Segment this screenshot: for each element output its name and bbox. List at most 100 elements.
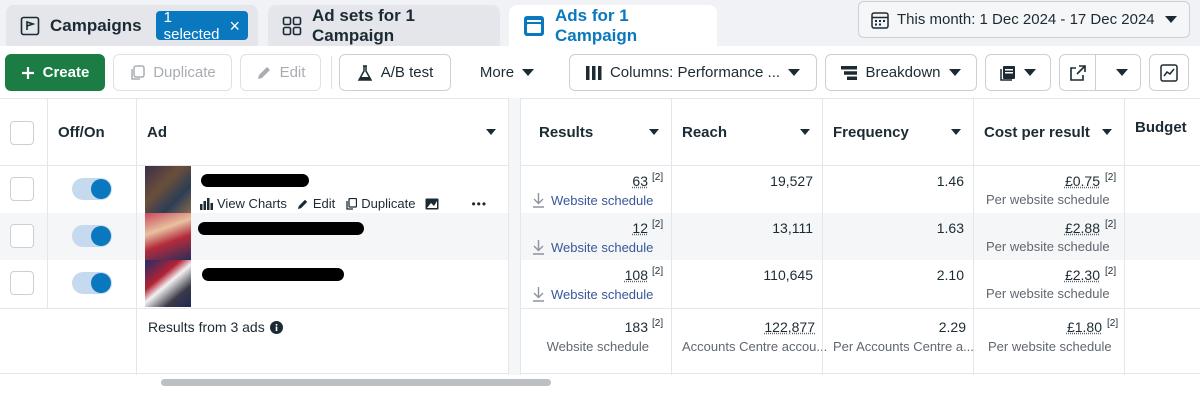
columns-dropdown[interactable]: Columns: Performance ... bbox=[569, 54, 817, 91]
date-range-picker[interactable]: This month: 1 Dec 2024 - 17 Dec 2024 bbox=[858, 1, 1190, 38]
header-budget-label: Budget bbox=[1135, 119, 1187, 136]
results-value[interactable]: 108 bbox=[624, 267, 648, 283]
summary-cost-footnote: [2] bbox=[1107, 318, 1119, 329]
row-duplicate-link[interactable]: Duplicate bbox=[345, 196, 415, 211]
ad-toggle[interactable] bbox=[72, 225, 112, 247]
select-all-checkbox[interactable] bbox=[10, 121, 34, 145]
results-footnote: [2] bbox=[652, 219, 664, 230]
ad-sets-grid-icon bbox=[282, 16, 302, 35]
results-type-label: Website schedule bbox=[551, 192, 654, 208]
chevron-down-icon bbox=[788, 68, 801, 76]
selected-count: 1 selected bbox=[163, 8, 220, 43]
cost-value[interactable]: £2.30 bbox=[1064, 267, 1100, 283]
preview-image-icon[interactable] bbox=[425, 198, 439, 210]
level-tabs: Campaigns 1 selected × Ad sets for 1 Cam… bbox=[0, 0, 1200, 46]
results-footnote: [2] bbox=[652, 266, 664, 277]
row-duplicate-label: Duplicate bbox=[361, 196, 416, 211]
ad-thumbnail[interactable] bbox=[145, 213, 191, 260]
info-icon[interactable] bbox=[269, 320, 283, 334]
column-divider bbox=[47, 98, 48, 308]
results-type-link[interactable]: Website schedule bbox=[532, 239, 653, 255]
header-budget[interactable]: Budget bbox=[1125, 99, 1200, 166]
pencil-icon bbox=[257, 66, 270, 79]
export-icon bbox=[1069, 64, 1086, 81]
header-ad[interactable]: Ad bbox=[137, 99, 508, 166]
row-checkbox[interactable] bbox=[10, 177, 34, 201]
row-checkbox[interactable] bbox=[10, 224, 34, 248]
summary-cost-value[interactable]: £1.80 bbox=[1066, 319, 1102, 335]
row-edit-label: Edit bbox=[312, 196, 336, 211]
tab-ads[interactable]: Ads for 1 Campaign bbox=[509, 5, 717, 46]
results-value[interactable]: 63 bbox=[632, 173, 648, 189]
date-range-label: This month: 1 Dec 2024 - 17 Dec 2024 bbox=[897, 11, 1155, 28]
selected-badge: 1 selected × bbox=[155, 8, 249, 43]
row-actions: View Charts Edit Duplicate ••• bbox=[200, 196, 487, 211]
export-button[interactable] bbox=[1060, 55, 1097, 90]
chevron-down-icon bbox=[522, 68, 535, 76]
horizontal-scrollbar[interactable] bbox=[161, 379, 551, 386]
edit-button[interactable]: Edit bbox=[240, 54, 321, 91]
clear-selection-icon[interactable]: × bbox=[229, 15, 241, 36]
cost-value[interactable]: £0.75 bbox=[1064, 173, 1100, 189]
results-value[interactable]: 12 bbox=[632, 220, 648, 236]
summary-cost-unit: Per website schedule bbox=[988, 339, 1112, 354]
create-button[interactable]: Create bbox=[5, 54, 105, 91]
more-options-icon[interactable]: ••• bbox=[471, 196, 488, 211]
pencil-icon bbox=[297, 199, 308, 209]
tab-ads-label: Ads for 1 Campaign bbox=[555, 5, 638, 45]
duplicate-icon bbox=[131, 64, 145, 80]
results-type-link[interactable]: Website schedule bbox=[532, 192, 653, 208]
table-row[interactable]: 12 [2] Website schedule 13,111 1.63 £2.8… bbox=[0, 213, 1200, 260]
reach-value: 19,527 bbox=[770, 173, 813, 189]
breakdown-dropdown[interactable]: Breakdown bbox=[825, 54, 977, 91]
row-edit-link[interactable]: Edit bbox=[297, 196, 335, 211]
column-divider bbox=[1124, 98, 1125, 375]
tab-ad-sets[interactable]: Ad sets for 1 Campaign bbox=[268, 5, 500, 46]
duplicate-button[interactable]: Duplicate bbox=[113, 54, 232, 91]
chevron-down-icon bbox=[1116, 68, 1129, 76]
summary-frequency-value: 2.29 bbox=[938, 319, 966, 335]
frequency-value: 1.46 bbox=[936, 173, 964, 189]
table-row[interactable]: View Charts Edit Duplicate ••• 63 [2] We… bbox=[0, 166, 1200, 213]
cost-footnote: [2] bbox=[1105, 219, 1117, 230]
header-results-label: Results bbox=[539, 124, 594, 141]
ad-toggle[interactable] bbox=[72, 178, 112, 200]
toggle-knob bbox=[91, 226, 111, 246]
header-results[interactable]: Results bbox=[521, 99, 671, 166]
columns-icon bbox=[585, 65, 602, 80]
ad-thumbnail[interactable] bbox=[145, 260, 191, 307]
cost-footnote: [2] bbox=[1105, 266, 1117, 277]
results-type-link[interactable]: Website schedule bbox=[532, 286, 653, 302]
sort-caret-icon bbox=[800, 129, 810, 135]
plus-icon bbox=[21, 66, 34, 79]
reports-dropdown[interactable] bbox=[985, 54, 1051, 91]
frozen-column-divider[interactable] bbox=[508, 98, 521, 375]
summary-frequency-unit: Per Accounts Centre a... bbox=[833, 339, 974, 354]
header-cost-per-result[interactable]: Cost per result bbox=[974, 99, 1124, 166]
ad-thumbnail[interactable] bbox=[145, 166, 191, 213]
breakdown-icon bbox=[841, 65, 858, 80]
more-button[interactable]: More bbox=[462, 54, 552, 91]
ab-test-label: A/B test bbox=[380, 64, 434, 81]
summary-row: Results from 3 ads 183 [2] Website sched… bbox=[0, 308, 1200, 374]
summary-label-group: Results from 3 ads bbox=[148, 319, 283, 335]
table-row[interactable]: 108 [2] Website schedule 110,645 2.10 £2… bbox=[0, 260, 1200, 307]
duplicate-label: Duplicate bbox=[153, 64, 216, 81]
charts-toggle-button[interactable] bbox=[1149, 54, 1189, 91]
ad-toggle[interactable] bbox=[72, 272, 112, 294]
bar-chart-icon bbox=[200, 197, 213, 210]
ab-test-button[interactable]: A/B test bbox=[339, 54, 451, 91]
header-frequency[interactable]: Frequency bbox=[823, 99, 973, 166]
select-all-cell bbox=[0, 99, 47, 166]
cost-value[interactable]: £2.88 bbox=[1064, 220, 1100, 236]
export-options-button[interactable] bbox=[1104, 68, 1140, 77]
tab-campaigns[interactable]: Campaigns 1 selected × bbox=[6, 5, 258, 46]
row-checkbox[interactable] bbox=[10, 271, 34, 295]
header-reach[interactable]: Reach bbox=[672, 99, 822, 166]
table-header: Off/On Ad Results Reach Frequency Cost p… bbox=[0, 98, 1200, 166]
reach-value: 110,645 bbox=[763, 267, 813, 283]
reach-value: 13,111 bbox=[772, 220, 813, 236]
summary-reach-value[interactable]: 122,877 bbox=[764, 319, 815, 335]
view-charts-link[interactable]: View Charts bbox=[200, 196, 287, 211]
column-divider bbox=[973, 98, 974, 375]
